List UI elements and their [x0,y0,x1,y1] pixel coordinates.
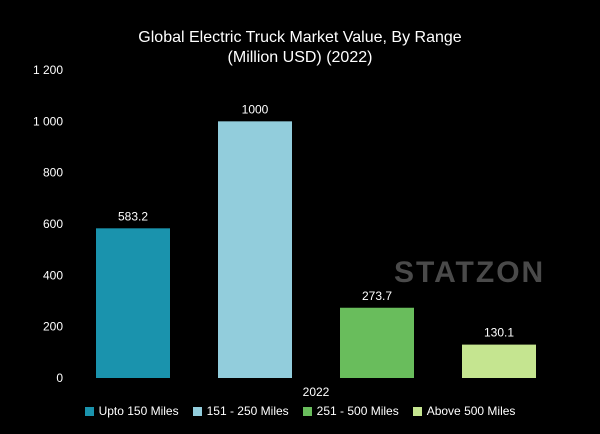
bar-upto-150-miles [96,228,170,378]
y-tick-label: 400 [43,268,63,282]
legend-label: Upto 150 Miles [98,404,179,418]
chart-title-line-1: Global Electric Truck Market Value, By R… [138,29,462,46]
data-label: 583.2 [118,209,148,223]
legend-label: 251 - 500 Miles [316,404,399,418]
y-tick-label: 0 [56,371,63,385]
chart-title-line-2: (Million USD) (2022) [227,49,373,66]
legend-item: 251 - 500 Miles [302,404,399,418]
legend-item: Upto 150 Miles [84,404,179,418]
chart-title: Global Electric Truck Market Value, By R… [0,28,600,68]
y-tick-label: 600 [43,217,63,231]
legend-swatch [302,406,312,416]
legend-swatch [412,406,422,416]
legend-swatch [192,406,202,416]
data-label: 130.1 [484,326,514,340]
x-tick-label: 2022 [303,385,330,399]
watermark-logo: STATZON [394,256,546,289]
legend-item: 151 - 250 Miles [192,404,289,418]
legend-swatch [84,406,94,416]
y-tick-label: 1 200 [33,63,63,77]
legend-label: Above 500 Miles [426,404,516,418]
bar-above-500-miles [462,344,536,378]
y-tick-label: 200 [43,320,63,334]
data-label: 1000 [242,102,269,116]
y-tick-label: 1 000 [33,114,63,128]
y-tick-label: 800 [43,166,63,180]
legend-item: Above 500 Miles [412,404,516,418]
data-label: 273.7 [362,289,392,303]
bar-151-250-miles [218,121,292,378]
bar-251-500-miles [340,307,414,378]
legend-label: 151 - 250 Miles [206,404,289,418]
legend: Upto 150 Miles 151 - 250 Miles 251 - 500 M… [0,404,600,418]
